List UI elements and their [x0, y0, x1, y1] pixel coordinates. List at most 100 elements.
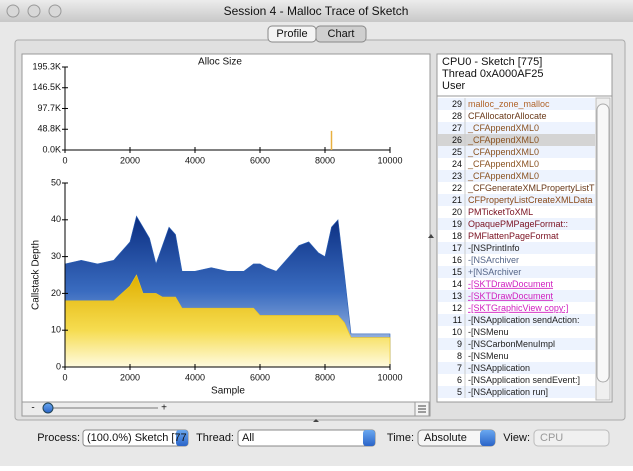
row-depth: 5 — [457, 387, 462, 397]
tab-label: Chart — [328, 28, 355, 40]
x-tick-label: 10000 — [377, 155, 402, 165]
row-symbol: -[NSApplication sendAction: — [468, 315, 580, 325]
tree-row[interactable] — [438, 326, 595, 338]
x-tick-label: 8000 — [315, 372, 335, 382]
tree-row[interactable] — [438, 122, 595, 134]
title-bar — [0, 0, 633, 22]
tree-row[interactable] — [438, 362, 595, 374]
view-label: View: — [503, 432, 530, 444]
tree-row[interactable] — [438, 230, 595, 242]
y-tick-label: 30 — [51, 251, 61, 261]
row-symbol: _CFAppendXML0 — [467, 135, 539, 145]
row-depth: 23 — [452, 171, 462, 181]
row-depth: 20 — [452, 207, 462, 217]
tree-row[interactable] — [438, 278, 595, 290]
tree-row[interactable] — [438, 302, 595, 314]
row-depth: 16 — [452, 255, 462, 265]
x-tick-label: 6000 — [250, 155, 270, 165]
row-symbol: -[NSMenu — [468, 351, 509, 361]
tree-row[interactable] — [438, 194, 595, 206]
tree-row[interactable] — [438, 386, 595, 398]
thread-popup[interactable] — [237, 429, 376, 447]
tree-header: Thread 0xA000AF25 — [442, 68, 544, 80]
tree-row[interactable] — [438, 158, 595, 170]
chart-scrollbar — [21, 401, 431, 417]
tree-row[interactable] — [438, 134, 595, 146]
row-depth: 18 — [452, 231, 462, 241]
row-symbol: _CFAppendXML0 — [467, 171, 539, 181]
tree-row[interactable] — [438, 374, 595, 386]
menu-icon — [418, 405, 426, 413]
row-depth: 27 — [452, 123, 462, 133]
tab-chart[interactable] — [315, 25, 367, 43]
row-symbol: CFPropertyListCreateXMLData — [468, 195, 593, 205]
tree-row[interactable] — [438, 146, 595, 158]
process-label: Process: — [37, 432, 80, 444]
row-depth: 10 — [452, 327, 462, 337]
tree-row[interactable] — [438, 338, 595, 350]
row-symbol: -[NSArchiver — [468, 255, 519, 265]
y-tick-label: 48.8K — [37, 124, 61, 134]
row-symbol: -[SKTGraphicView copy:] — [468, 303, 568, 313]
x-tick-label: 8000 — [315, 155, 335, 165]
row-depth: 7 — [457, 363, 462, 373]
y-tick-label: 146.5K — [32, 82, 61, 92]
tree-row[interactable] — [438, 242, 595, 254]
chart-title: Alloc Size — [198, 57, 242, 68]
x-tick-label: 4000 — [185, 155, 205, 165]
row-depth: 13 — [452, 291, 462, 301]
tree-row[interactable] — [438, 290, 595, 302]
row-symbol: -[SKTDrawDocument — [468, 279, 554, 289]
row-symbol: OpaquePMPageFormat:: — [468, 219, 568, 229]
tree-row[interactable] — [438, 110, 595, 122]
row-symbol: _CFAppendXML0 — [467, 147, 539, 157]
row-symbol: PMFlattenPageFormat — [468, 231, 559, 241]
x-tick-label: 2000 — [120, 155, 140, 165]
y-tick-label: 97.7K — [37, 103, 61, 113]
scroll-thumb[interactable] — [596, 103, 610, 383]
tree-row[interactable] — [438, 218, 595, 230]
time-label: Time: — [387, 432, 414, 444]
tree-row[interactable] — [438, 350, 595, 362]
row-symbol: -[NSPrintInfo — [468, 243, 520, 253]
zoom-thumb[interactable] — [42, 402, 54, 414]
tree-row[interactable] — [438, 206, 595, 218]
tree-row[interactable] — [438, 170, 595, 182]
minimize-button[interactable] — [27, 4, 41, 18]
row-symbol: -[NSCarbonMenuImpl — [468, 339, 555, 349]
row-symbol: malloc_zone_malloc — [468, 99, 550, 109]
x-tick-label: 10000 — [377, 372, 402, 382]
x-tick-label: 0 — [62, 372, 67, 382]
call-tree-rows: 29 malloc_zone_malloc 28 CFAllocatorAllocat… — [438, 98, 595, 398]
row-symbol: _CFAppendXML0 — [467, 159, 539, 169]
tree-row[interactable] — [438, 254, 595, 266]
x-tick-label: 0 — [62, 155, 67, 165]
y-tick-label: 50 — [51, 177, 61, 187]
row-depth: 6 — [457, 375, 462, 385]
close-button[interactable] — [6, 4, 20, 18]
zoom-out[interactable]: - — [31, 403, 34, 414]
zoom-in[interactable]: + — [161, 403, 167, 414]
row-depth: 12 — [452, 303, 462, 313]
view-popup[interactable] — [533, 429, 610, 447]
tree-row[interactable] — [438, 98, 595, 110]
row-symbol: -[NSApplication run] — [468, 387, 548, 397]
y-tick-label: 0.0K — [42, 144, 61, 154]
y-tick-label: 0 — [56, 361, 61, 371]
zoom-button[interactable] — [48, 4, 62, 18]
popup-arrow — [363, 430, 375, 446]
tree-row[interactable] — [438, 182, 595, 194]
y-tick-label: 20 — [51, 288, 61, 298]
row-symbol: -[NSMenu — [468, 327, 509, 337]
process-value: (100.0%) Sketch [77 — [87, 432, 187, 444]
splitter-handle[interactable] — [428, 234, 434, 238]
row-symbol: +[NSArchiver — [468, 267, 521, 277]
tree-row[interactable] — [438, 266, 595, 278]
row-symbol: -[SKTDrawDocument — [468, 291, 554, 301]
row-depth: 19 — [452, 219, 462, 229]
tree-row[interactable] — [438, 314, 595, 326]
splitter-handle[interactable] — [313, 419, 319, 422]
row-depth: 25 — [452, 147, 462, 157]
